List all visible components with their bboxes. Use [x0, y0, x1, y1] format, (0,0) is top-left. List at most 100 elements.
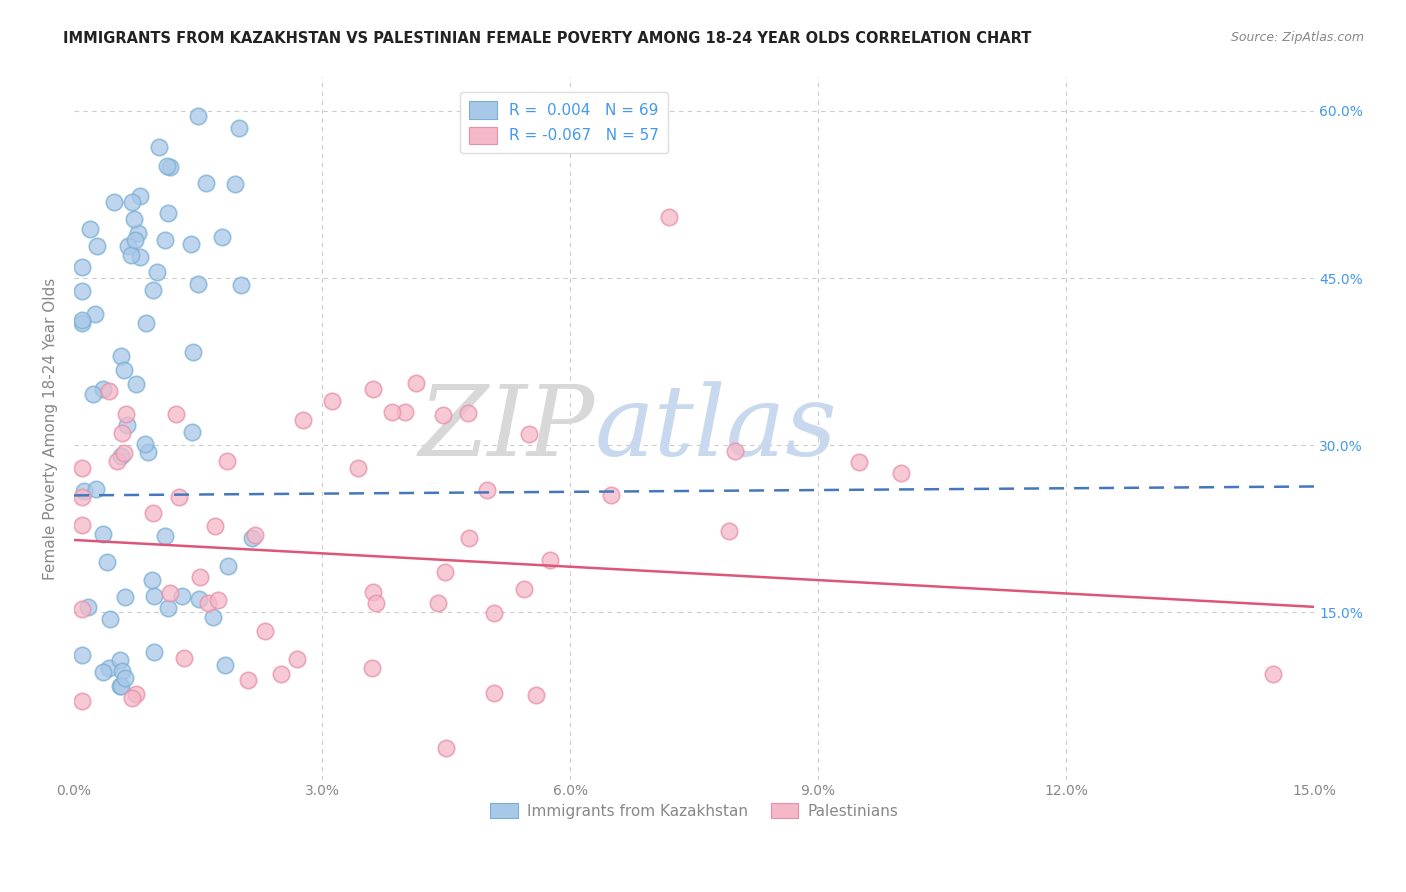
Point: [96, 555, 118, 569]
Point: [72, 491, 94, 505]
Point: [155, 529, 177, 543]
Point: [114, 671, 136, 685]
Point: [72, 313, 94, 327]
Point: [72, 316, 94, 330]
Point: [117, 418, 139, 433]
Point: [482, 686, 505, 700]
Point: [129, 250, 152, 264]
Text: atlas: atlas: [595, 381, 838, 476]
Point: [135, 316, 157, 330]
Point: [105, 454, 128, 468]
Point: [114, 590, 136, 604]
Point: [84, 482, 107, 496]
Point: [285, 652, 308, 666]
Point: [240, 531, 263, 545]
Point: [108, 652, 131, 666]
Point: [482, 606, 505, 620]
Point: [457, 406, 479, 420]
Point: [156, 159, 179, 173]
Point: [124, 233, 146, 247]
Point: [122, 212, 145, 227]
Point: [183, 344, 205, 359]
Point: [224, 177, 246, 191]
Point: [159, 586, 181, 600]
Point: [72, 260, 94, 274]
Point: [211, 230, 233, 244]
Text: ZIP: ZIP: [419, 381, 595, 476]
Point: [157, 206, 180, 220]
Y-axis label: Female Poverty Among 18-24 Year Olds: Female Poverty Among 18-24 Year Olds: [44, 277, 58, 580]
Point: [170, 589, 193, 603]
Legend: Immigrants from Kazakhstan, Palestinians: Immigrants from Kazakhstan, Palestinians: [484, 797, 904, 824]
Point: [538, 552, 561, 566]
Point: [188, 570, 211, 584]
Point: [121, 691, 143, 706]
Point: [180, 237, 202, 252]
Point: [127, 226, 149, 240]
Point: [361, 585, 384, 599]
Point: [121, 195, 143, 210]
Point: [517, 427, 540, 442]
Point: [361, 382, 384, 396]
Point: [187, 110, 209, 124]
Point: [72, 694, 94, 708]
Point: [477, 483, 499, 497]
Point: [1261, 666, 1284, 681]
Point: [195, 177, 218, 191]
Point: [125, 687, 148, 701]
Point: [134, 437, 156, 451]
Point: [169, 490, 191, 504]
Point: [79, 221, 101, 235]
Point: [513, 582, 536, 596]
Point: [72, 602, 94, 616]
Point: [110, 449, 132, 463]
Point: [72, 648, 94, 662]
Point: [136, 445, 159, 459]
Point: [434, 741, 457, 756]
Point: [181, 425, 204, 440]
Point: [91, 665, 114, 679]
Point: [458, 531, 481, 545]
Point: [217, 453, 239, 467]
Point: [214, 658, 236, 673]
Point: [103, 194, 125, 209]
Point: [291, 412, 314, 426]
Point: [243, 528, 266, 542]
Point: [173, 650, 195, 665]
Point: [93, 382, 115, 396]
Point: [98, 612, 121, 626]
Point: [217, 558, 239, 573]
Point: [72, 460, 94, 475]
Point: [526, 688, 548, 702]
Point: [229, 277, 252, 292]
Point: [187, 277, 209, 291]
Point: [112, 363, 135, 377]
Point: [91, 526, 114, 541]
Point: [254, 624, 277, 638]
Point: [405, 376, 427, 391]
Point: [72, 517, 94, 532]
Point: [115, 408, 138, 422]
Point: [159, 160, 181, 174]
Point: [111, 664, 134, 678]
Point: [142, 283, 165, 297]
Point: [108, 680, 131, 694]
Point: [228, 120, 250, 135]
Point: [84, 307, 107, 321]
Point: [346, 461, 368, 475]
Point: [364, 596, 387, 610]
Point: [98, 661, 121, 675]
Point: [361, 660, 384, 674]
Point: [433, 565, 456, 579]
Point: [270, 667, 292, 681]
Text: Source: ZipAtlas.com: Source: ZipAtlas.com: [1230, 31, 1364, 45]
Point: [112, 445, 135, 459]
Point: [153, 233, 176, 247]
Point: [145, 265, 167, 279]
Point: [207, 593, 229, 607]
Point: [204, 519, 226, 533]
Point: [658, 210, 681, 224]
Point: [142, 645, 165, 659]
Point: [321, 394, 343, 409]
Point: [890, 466, 912, 480]
